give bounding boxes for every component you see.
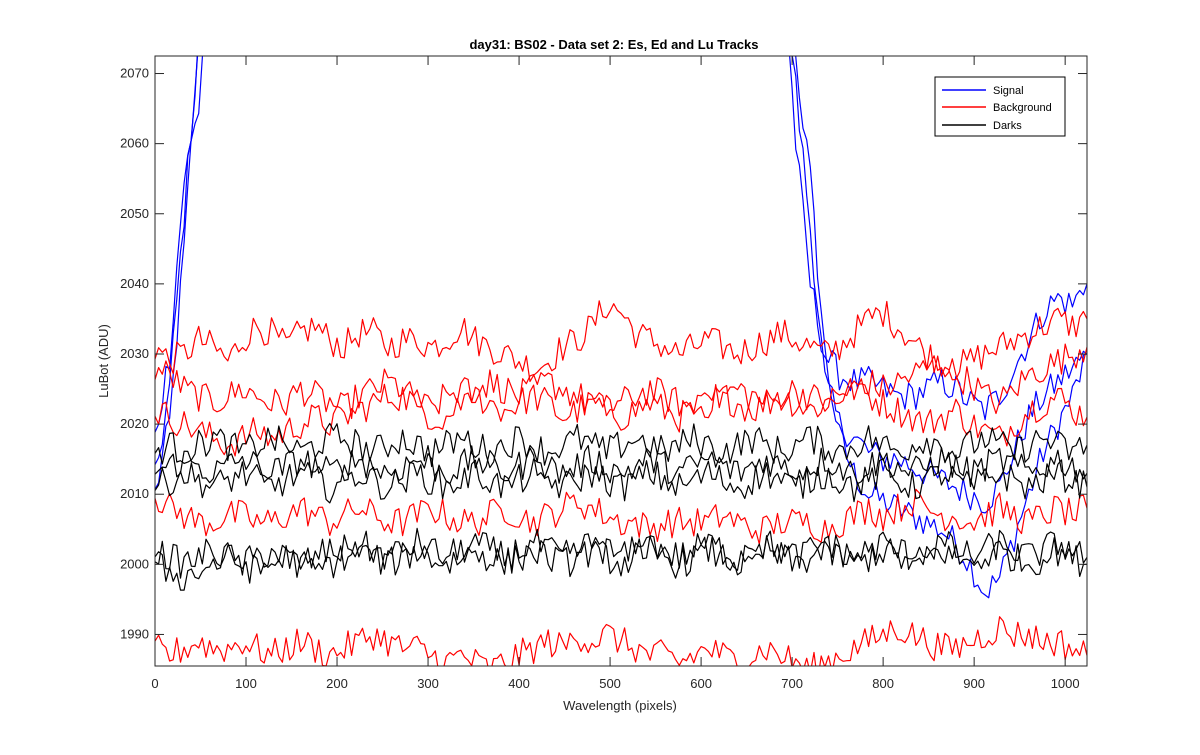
- x-tick-label-800: 800: [872, 676, 894, 691]
- x-tick-label-100: 100: [235, 676, 257, 691]
- x-tick-label-200: 200: [326, 676, 348, 691]
- x-tick-label-900: 900: [963, 676, 985, 691]
- y-tick-label-2040: 2040: [120, 276, 149, 291]
- plot-frame: [154, 55, 1088, 667]
- legend: Signal Background Darks: [934, 76, 1066, 137]
- series-line-darks-10: [155, 458, 1087, 504]
- series-line-background-6: [155, 488, 1087, 545]
- y-tick-label-2060: 2060: [120, 136, 149, 151]
- series-line-darks-12: [155, 535, 1087, 591]
- legend-label-darks: Darks: [993, 120, 1022, 132]
- legend-label-background: Background: [993, 102, 1052, 114]
- x-axis-label: Wavelength (pixels): [563, 698, 677, 713]
- x-tick-label-1000: 1000: [1051, 676, 1080, 691]
- series-line-darks-8: [155, 422, 1087, 469]
- ticks-layer: 0 100 200 300 400 500 600 700 800 900 1000 1990 2000…: [120, 56, 1087, 691]
- y-tick-label-2010: 2010: [120, 486, 149, 501]
- series-line-background-4: [155, 360, 1087, 447]
- y-tick-label-2020: 2020: [120, 416, 149, 431]
- series-line-background-7: [155, 616, 1087, 666]
- y-tick-label-2000: 2000: [120, 556, 149, 571]
- y-tick-label-1990: 1990: [120, 626, 149, 641]
- x-tick-label-0: 0: [151, 676, 158, 691]
- x-tick-label-600: 600: [690, 676, 712, 691]
- x-tick-label-300: 300: [417, 676, 439, 691]
- y-tick-label-2030: 2030: [120, 346, 149, 361]
- y-tick-label-2050: 2050: [120, 206, 149, 221]
- series-line-darks-11: [155, 527, 1087, 579]
- y-axis-label: LuBot (ADU): [96, 324, 111, 398]
- x-tick-label-400: 400: [508, 676, 530, 691]
- y-tick-label-2070: 2070: [120, 66, 149, 81]
- series-line-signal-0: [155, 56, 1087, 599]
- chart-title: day31: BS02 - Data set 2: Es, Ed and Lu …: [469, 37, 758, 52]
- series-layer: [155, 56, 1087, 666]
- series-line-signal-2: [155, 56, 1087, 433]
- legend-label-signal: Signal: [993, 85, 1024, 97]
- series-line-background-3: [155, 300, 1087, 383]
- x-tick-label-700: 700: [781, 676, 803, 691]
- x-tick-label-500: 500: [599, 676, 621, 691]
- series-line-background-5: [155, 343, 1087, 457]
